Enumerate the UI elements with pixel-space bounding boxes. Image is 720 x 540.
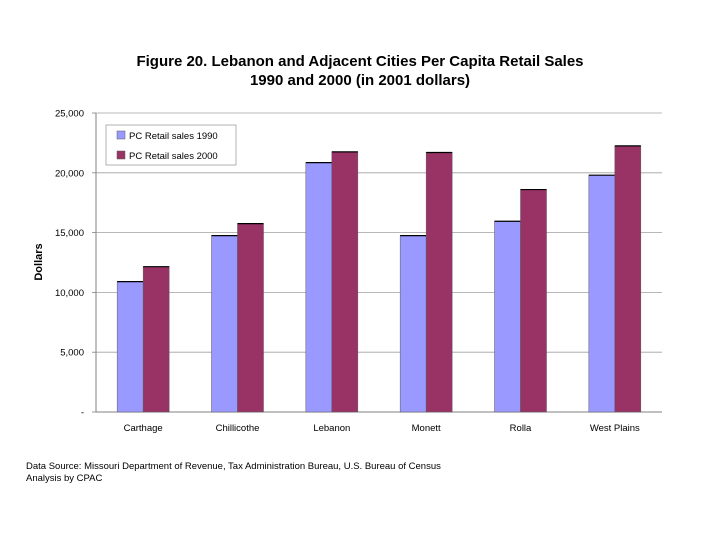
chart-title-line-1: Figure 20. Lebanon and Adjacent Cities P… [136,53,584,70]
y-tick-label: 10,000 [55,288,84,299]
bar-2000-west-plains [614,145,642,413]
bar-1990-lebanon [305,162,333,413]
legend-box [105,124,237,166]
bar-1990-west-plains [588,174,616,413]
analysis-credit-line: Analysis by CPAC [26,473,103,484]
bar-1990-carthage [116,281,144,413]
y-tick-label: - [81,408,84,419]
bar-2000-monett [425,152,453,413]
chart-title: Figure 20. Lebanon and Adjacent Cities P… [60,52,660,90]
y-axis-label: Dollars [33,243,45,280]
legend-label: PC Retail sales 2000 [129,151,218,162]
data-source-line: Data Source: Missouri Department of Reve… [26,461,441,472]
x-tick-label: Chillicothe [216,423,260,434]
x-tick-label: West Plains [590,423,640,434]
y-tick-label: 20,000 [55,168,84,179]
data-source-note: Data Source: Missouri Department of Reve… [26,461,441,485]
x-tick-label: Lebanon [313,423,350,434]
chart-title-line-2: 1990 and 2000 (in 2001 dollars) [249,72,471,89]
y-tick-label: 15,000 [55,228,84,239]
legend-swatch [116,130,126,140]
bar-1990-chillicothe [211,235,238,413]
bar-2000-chillicothe [237,223,264,413]
y-tick-label: 5,000 [60,348,84,359]
x-tick-label: Rolla [510,423,532,434]
y-tick-label: 25,000 [55,109,84,120]
x-tick-label: Monett [412,423,441,434]
bar-1990-rolla [494,220,521,413]
bar-2000-rolla [520,189,547,413]
bar-2000-lebanon [331,151,359,413]
legend-label: PC Retail sales 1990 [129,131,218,142]
x-tick-label: Carthage [124,423,163,434]
legend-swatch [116,150,126,160]
bar-1990-monett [399,235,427,413]
bar-2000-carthage [142,266,170,413]
